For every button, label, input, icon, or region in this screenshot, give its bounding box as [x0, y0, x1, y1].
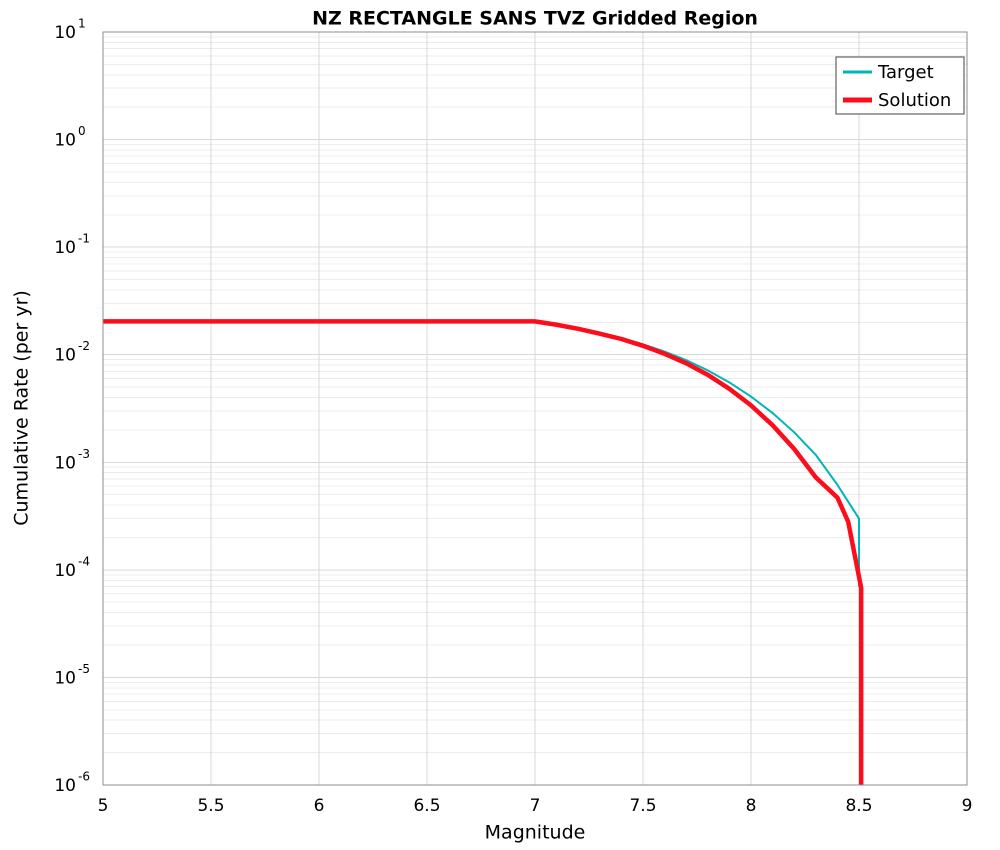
- svg-text:10: 10: [54, 453, 76, 473]
- chart-legend[interactable]: Target Solution: [835, 56, 965, 115]
- y-tick-label: 10 1: [54, 17, 85, 44]
- y-axis-label: Cumulative Rate (per yr): [11, 290, 33, 526]
- x-tick-label: 6.5: [413, 796, 440, 816]
- x-tick-label: 9: [962, 796, 973, 816]
- y-tick-label: 10 -4: [54, 554, 90, 581]
- x-tick-label: 5: [98, 796, 109, 816]
- svg-text:10: 10: [54, 131, 76, 151]
- x-axis-label: Magnitude: [485, 822, 586, 844]
- svg-text:10: 10: [54, 668, 76, 688]
- y-tick-label: 10 -6: [54, 770, 90, 797]
- svg-text:-1: -1: [78, 232, 90, 246]
- svg-text:10: 10: [54, 561, 76, 581]
- major-gridlines: [102, 31, 968, 786]
- y-tick-label: 10 -2: [54, 339, 90, 366]
- svg-text:-2: -2: [78, 339, 90, 353]
- svg-text:10: 10: [54, 23, 76, 43]
- svg-text:10: 10: [54, 346, 76, 366]
- x-tick-label: 5.5: [197, 796, 224, 816]
- x-tick-label: 7: [530, 796, 541, 816]
- svg-text:10: 10: [54, 776, 76, 796]
- x-tick-label: 8: [746, 796, 757, 816]
- legend-label-target: Target: [877, 62, 934, 83]
- svg-text:0: 0: [78, 124, 86, 138]
- y-tick-label: 10 0: [54, 124, 85, 151]
- y-tick-label: 10 -1: [54, 232, 90, 259]
- svg-text:-4: -4: [78, 554, 90, 568]
- y-tick-label: 10 -5: [54, 662, 90, 689]
- legend-label-solution: Solution: [878, 90, 951, 111]
- axis-frame: [102, 31, 968, 786]
- x-tick-label: 6: [314, 796, 325, 816]
- svg-text:-5: -5: [78, 662, 90, 676]
- y-tick-label: 10 -3: [54, 447, 90, 474]
- x-tick-label: 7.5: [629, 796, 656, 816]
- svg-text:-3: -3: [78, 447, 90, 461]
- svg-text:-6: -6: [78, 770, 90, 784]
- x-tick-label: 8.5: [845, 796, 872, 816]
- legend-box: [835, 56, 965, 115]
- data-series-group: [103, 319, 864, 785]
- svg-text:1: 1: [78, 17, 86, 31]
- svg-text:10: 10: [54, 238, 76, 258]
- x-tick-labels: 5 5.5 6 6.5 7 7.5 8 8.5 9: [98, 796, 973, 816]
- chart-title: NZ RECTANGLE SANS TVZ Gridded Region: [312, 8, 758, 30]
- series-line-solution: [103, 319, 864, 785]
